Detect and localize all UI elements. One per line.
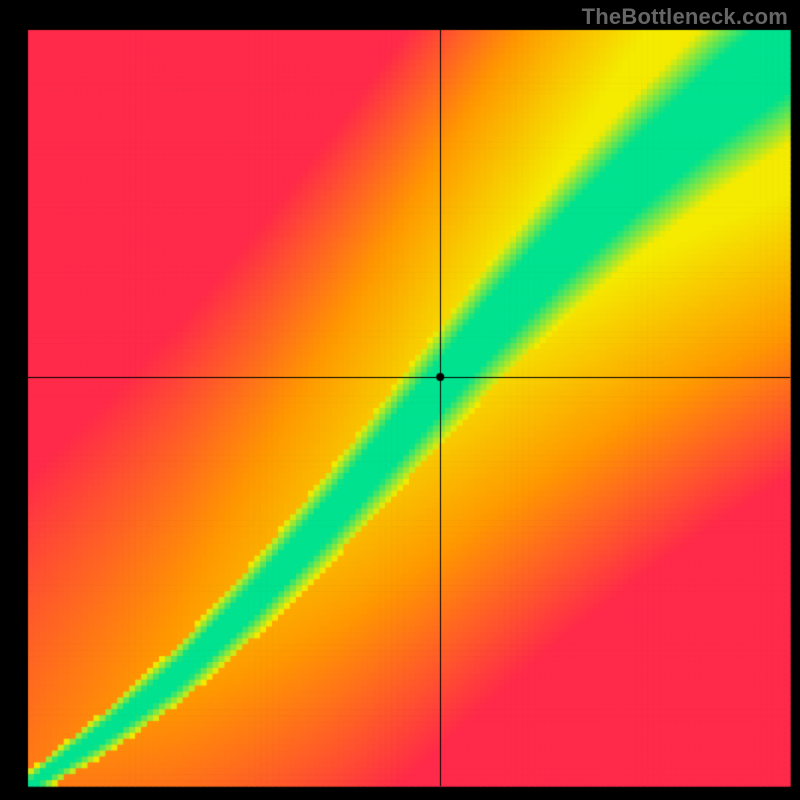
bottleneck-heatmap (0, 0, 800, 800)
watermark-text: TheBottleneck.com (582, 4, 788, 30)
